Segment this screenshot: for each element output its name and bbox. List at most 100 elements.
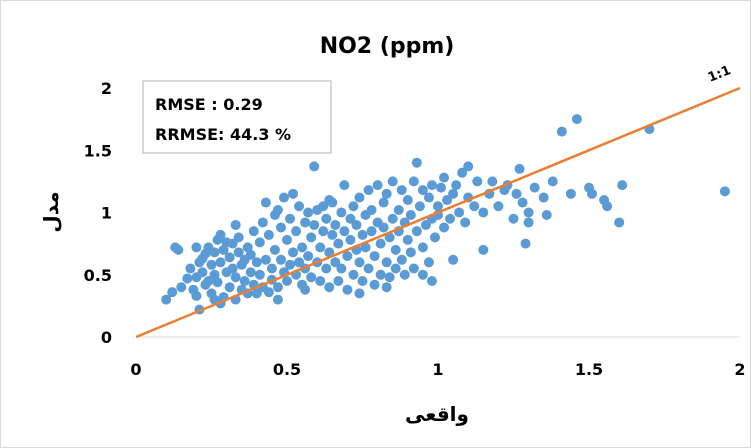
data-point [272,294,283,305]
data-point [185,263,196,274]
data-point [209,247,220,258]
data-point [436,182,447,193]
data-point [384,272,395,283]
data-point [306,272,317,283]
y-axis-ticks: 0 0.5 1 1.5 2 [84,79,112,347]
data-point [275,254,286,265]
data-point [587,188,598,199]
data-point [439,222,450,233]
data-point [351,219,362,230]
data-point [363,263,374,274]
data-point [387,176,398,187]
data-point [288,247,299,258]
data-point [173,244,184,255]
data-point [245,267,256,278]
data-point [384,232,395,243]
data-point [254,269,265,280]
data-point [366,226,377,237]
data-point [426,180,437,191]
data-point [719,186,730,197]
data-point [547,176,558,187]
data-point [445,213,456,224]
data-point [417,242,428,253]
data-point [423,257,434,268]
data-point [182,273,193,284]
data-point [405,247,416,258]
data-point [215,229,226,240]
data-point [324,195,335,206]
data-point [357,275,368,286]
data-point [227,238,238,249]
data-point [423,192,434,203]
data-point [381,188,392,199]
data-point [408,176,419,187]
data-point [565,188,576,199]
points-layer [161,114,730,315]
data-point [294,257,305,268]
data-point [333,275,344,286]
x-tick-label: 1.5 [575,360,603,379]
data-point [321,263,332,274]
data-point [209,294,220,305]
x-tick-label: 2 [734,360,745,379]
data-point [227,263,238,274]
data-point [405,209,416,220]
data-point [285,259,296,270]
data-point [529,182,540,193]
data-point [366,205,377,216]
data-point [414,201,425,212]
data-point [260,197,271,208]
data-point [333,238,344,249]
data-point [538,192,549,203]
data-point [224,282,235,293]
data-point [257,217,268,228]
data-point [442,195,453,206]
data-point [248,226,259,237]
data-point [617,180,628,191]
data-point [369,279,380,290]
data-point [523,217,534,228]
data-point [420,219,431,230]
data-point [478,207,489,218]
data-point [348,269,359,280]
data-point [387,213,398,224]
x-tick-label: 0 [130,360,141,379]
data-point [245,249,256,260]
data-point [369,251,380,262]
y-tick-label: 2 [101,79,112,98]
data-point [315,275,326,286]
data-point [191,242,202,253]
data-point [514,163,525,174]
data-point [303,207,314,218]
data-point [330,219,341,230]
data-point [517,197,528,208]
stats-box: RMSE : 0.29 RRMSE: 44.3 % [142,80,332,154]
data-point [433,201,443,212]
data-point [291,226,302,237]
stat-rmse: RMSE : 0.29 [155,95,263,114]
data-point [300,284,311,295]
data-point [399,269,410,280]
y-axis-title: مدل [39,191,63,232]
x-tick-label: 1 [432,360,443,379]
data-point [339,226,350,237]
data-point [342,284,353,295]
data-point [339,180,350,191]
data-point [285,213,296,224]
data-point [417,269,428,280]
data-point [375,269,386,280]
data-point [602,201,613,212]
x-axis-title: واقعی [405,402,469,426]
data-point [342,251,353,262]
data-point [233,247,244,258]
data-point [381,282,392,293]
data-point [556,126,567,137]
data-point [417,185,428,196]
data-point [360,242,371,253]
data-point [309,161,320,172]
data-point [191,290,202,301]
chart-title: NO2 (ppm) [320,34,455,59]
data-point [263,229,274,240]
data-point [303,251,314,262]
data-point [197,267,208,278]
